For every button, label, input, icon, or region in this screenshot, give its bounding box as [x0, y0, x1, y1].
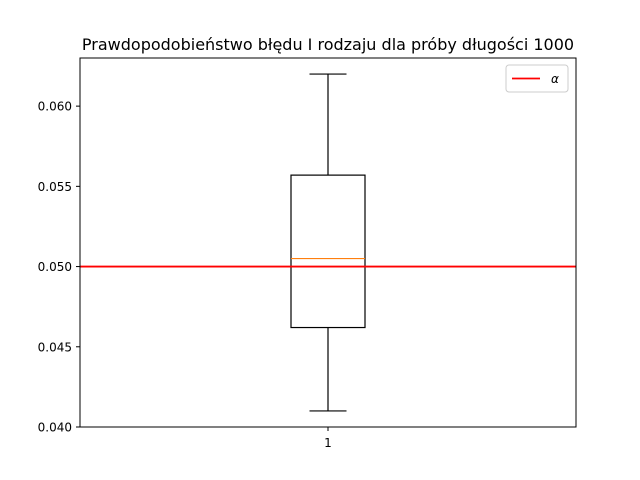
box-1: [290, 73, 366, 412]
y-tick-label: 0.060: [38, 100, 72, 114]
legend-label: α: [551, 72, 559, 86]
plot-area: 1 0.040 0.045 0.050 0.055 0.060: [38, 57, 577, 450]
y-tick-label: 0.050: [38, 260, 72, 274]
axes-frame: [79, 57, 577, 428]
x-tick-label: 1: [324, 436, 332, 450]
y-tick-label: 0.040: [38, 421, 72, 435]
y-tick-label: 0.045: [38, 340, 72, 354]
chart-title: Prawdopodobieństwo błędu I rodzaju dla p…: [82, 35, 574, 54]
legend: α: [505, 64, 569, 93]
y-tick-label: 0.055: [38, 180, 72, 194]
iqr-box: [290, 174, 366, 329]
